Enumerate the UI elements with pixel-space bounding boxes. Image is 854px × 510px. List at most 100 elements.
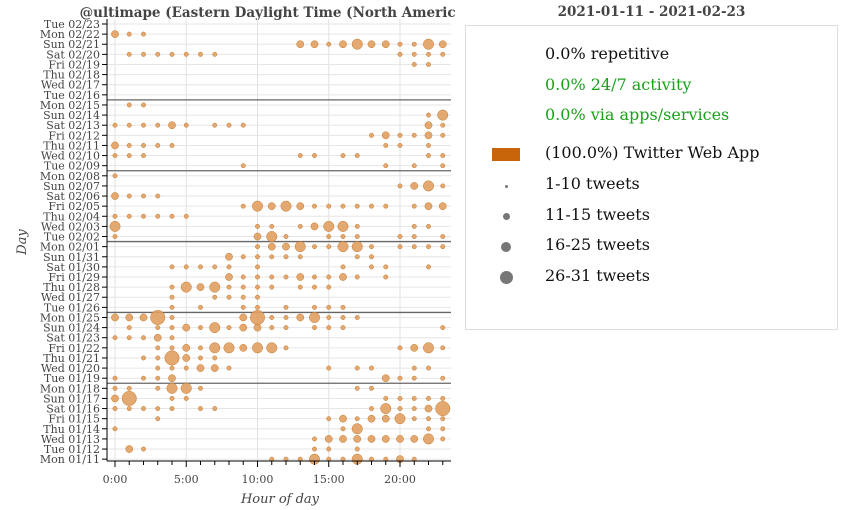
tweet-point [312,304,317,310]
tweet-point [112,213,118,219]
tweet-point [397,132,403,138]
tweet-point [141,102,146,108]
x-tick-label: 20:00 [384,473,416,486]
tweet-point [411,365,417,371]
tweet-point [283,274,289,280]
tweet-point [339,273,347,281]
date-range-title: 2021-01-11 - 2021-02-23 [557,4,746,20]
tweet-point [354,153,360,159]
tweet-point [440,163,446,169]
tweet-point [198,51,203,57]
tweet-point [312,284,317,290]
y-tick-label: Sun 01/31 [43,251,100,264]
tweet-point [255,264,260,270]
legend-repetitive: 0.0% repetitive [545,44,670,63]
tweet-point [141,51,146,57]
tweet-point [112,335,118,341]
tweet-point [169,142,175,148]
y-tick-label: Thu 01/28 [43,281,100,294]
tweet-point [141,142,146,148]
x-tick-label: 10:00 [242,473,274,486]
tweet-point [255,223,260,229]
tweet-point [210,364,219,372]
y-tick-label: Sat 02/20 [46,48,100,61]
tweet-point [226,325,232,331]
x-axis-label: Hour of day [240,492,320,507]
tweet-point [351,38,363,50]
tweet-point [440,426,446,432]
tweet-point [310,222,319,231]
tweet-point [169,325,175,331]
tweet-point [125,313,134,322]
tweet-point [112,406,118,412]
tweet-point [240,274,246,280]
tweet-point [312,153,317,159]
tweet-point [183,395,189,401]
tweet-point [169,284,175,290]
tweet-point [339,435,347,443]
tweet-point [269,254,275,260]
tweet-point [326,446,332,452]
tweet-point [226,294,232,300]
tweet-point [155,355,161,361]
tweet-point [112,153,118,159]
y-tick-label: Fri 02/19 [48,58,100,71]
tweet-point [111,192,119,200]
y-tick-label: Wed 01/27 [41,291,100,304]
tweet-point [153,333,162,342]
tweet-point [141,213,146,219]
tweet-point [183,264,189,270]
tweet-point [312,203,317,209]
tweet-point [438,40,447,49]
tweet-point [440,436,446,442]
y-tick-label: Sat 02/06 [46,190,100,203]
tweet-point [440,375,446,381]
tweet-point [155,51,161,57]
y-tick-label: Wed 02/03 [41,220,100,233]
tweet-point [440,416,446,422]
tweet-point [397,234,403,239]
tweet-point [354,254,360,260]
tweet-point [139,313,148,322]
tweet-point [426,223,431,229]
tweet-point [169,395,175,401]
tweet-point [168,121,176,130]
size-bin-label: 11-15 tweets [545,204,650,224]
tweet-point [183,122,189,128]
y-tick-label: Tue 02/16 [44,89,100,102]
tweet-point [198,406,203,412]
tweet-point [411,51,417,57]
tweet-point [112,375,118,381]
tweet-point [411,41,417,47]
tweet-point [380,403,392,415]
tweet-point [109,220,121,232]
tweet-point [340,234,346,239]
tweet-point [240,304,246,310]
tweet-point [369,264,374,270]
tweet-point [225,252,233,261]
tweet-point [383,274,389,280]
tweet-point [354,416,360,422]
tweet-point [169,406,175,412]
tweet-point [150,310,166,325]
y-tick-label: Sat 01/30 [46,261,100,274]
tweet-point [252,342,263,354]
tweet-point [164,350,180,366]
tweet-point [126,335,132,341]
tweet-point [255,304,260,310]
tweet-point [240,203,246,209]
tweet-point [326,365,332,371]
tweet-point [423,433,434,445]
tweet-point [296,313,305,322]
tweet-point [255,274,260,280]
tweet-point [411,244,417,250]
tweet-point [226,365,232,371]
tweet-point [169,335,175,341]
y-tick-label: Mon 02/01 [40,241,100,254]
tweet-point [209,281,221,293]
y-tick-label: Mon 02/08 [40,170,100,183]
y-tick-label: Wed 01/20 [41,362,100,375]
tweet-point [198,264,203,270]
tweet-point [240,284,246,290]
tweet-point [381,414,390,423]
